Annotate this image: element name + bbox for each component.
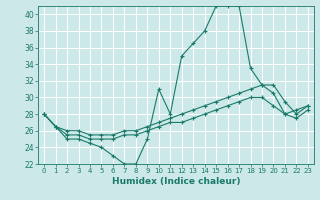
X-axis label: Humidex (Indice chaleur): Humidex (Indice chaleur) xyxy=(112,177,240,186)
